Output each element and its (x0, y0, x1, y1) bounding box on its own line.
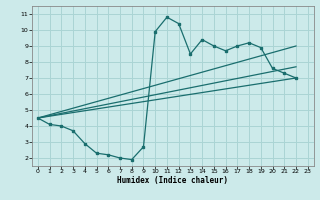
X-axis label: Humidex (Indice chaleur): Humidex (Indice chaleur) (117, 176, 228, 185)
